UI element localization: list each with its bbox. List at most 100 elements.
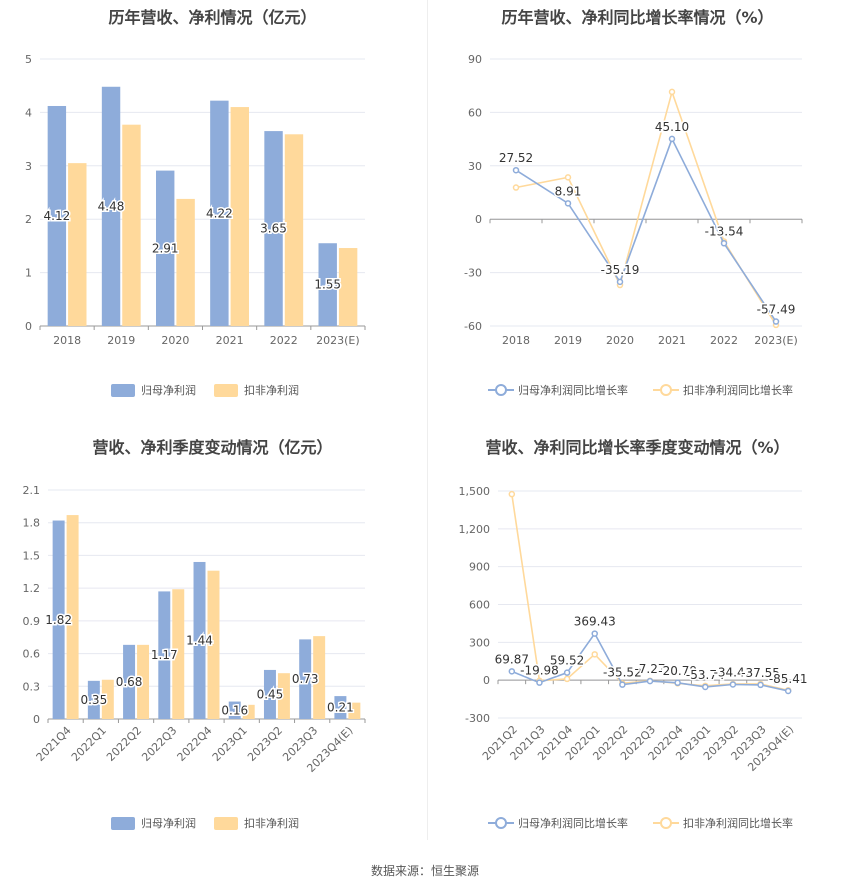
y-tick-label: 0.6 [23,648,41,661]
y-tick-label: 1.8 [23,517,41,530]
x-tick-label: 2023(E) [754,334,798,347]
x-tick-label: 2021 [658,334,686,347]
data-point [772,318,780,325]
data-label: 0.73 [292,672,319,686]
bar-deducted-profit [338,248,358,326]
y-tick-label: 2.1 [23,484,41,497]
chart-title: 营收、净利季度变动情况（亿元） [92,438,333,457]
y-tick-label: -30 [464,267,482,280]
chart-title: 历年营收、净利同比增长率情况（%） [501,8,774,27]
data-label: -20.79 [658,664,697,678]
legend-label: 扣非净利润 [244,816,299,830]
bar-deducted-profit [230,107,249,326]
chart-annual-profit: 0 1 2 3 4 5 2018 2019 2020 2021 2022 2023(E) 4.12 4.4… [25,53,366,397]
data-point [563,669,571,676]
x-tick-label: 2022 [710,334,738,347]
legend-swatch [111,384,135,397]
data-label: 0.16 [221,703,248,717]
y-tick-label: 0 [475,213,482,226]
y-tick-label: 1,200 [459,523,491,536]
x-tick-label: 2021Q4 [34,724,74,764]
chart-annual-growth: -60 -30 0 30 60 90 2018 2019 2020 2021 2022 2023(E)… [464,53,803,397]
legend-label: 归母净利润同比增长率 [518,816,628,830]
bar-net-profit [318,243,337,326]
chart-panel-quarterly-profit: 营收、净利季度变动情况（亿元） 0 0.3 0.6 0.9 1.2 1.5 1.8 2.1 20… [0,430,425,860]
data-point [784,687,792,695]
data-label: 27.52 [499,151,533,165]
data-point [564,200,572,207]
bar-deducted-profit [313,636,326,719]
bar-net-profit [47,105,67,326]
x-tick-label: 2023Q2 [245,724,285,764]
data-label: -37.55 [741,666,780,680]
data-point [512,166,520,174]
bar-deducted-profit [122,124,141,326]
data-point [720,240,728,247]
legend-swatch [111,817,135,830]
data-point [616,278,624,286]
data-label: 69.87 [495,652,529,666]
data-label: 1.55 [314,278,341,292]
data-label: 4.12 [44,209,71,223]
bar-deducted-profit [101,679,114,719]
y-tick-label: 0 [483,674,490,687]
data-point [508,668,516,675]
data-point [564,174,572,181]
y-tick-label: 300 [469,636,490,649]
bar-deducted-profit [284,134,304,326]
data-label: -35.19 [601,263,640,277]
chart-quarterly-growth: -30003006009001,2001,5002021Q22021Q32021… [459,485,810,830]
x-tick-label: 2022Q2 [104,724,144,764]
data-label: 4.22 [206,206,233,220]
bar-net-profit [158,591,171,719]
y-tick-label: 0 [33,713,40,726]
x-tick-label: 2018 [53,334,81,347]
bar-net-profit [264,131,283,326]
chart-panel-quarterly-growth: 营收、净利同比增长率季度变动情况（%） -300 0 300 600 900 1,200 1… [425,430,850,860]
y-tick-label: 1.2 [23,582,41,595]
x-tick-label: 2020 [161,334,189,347]
bar-net-profit [228,701,241,719]
legend-marker [495,384,507,396]
bar-net-profit [101,86,121,326]
data-label: -57.49 [757,303,796,317]
bar-deducted-profit [242,704,255,719]
y-tick-label: 1,500 [459,485,491,498]
y-tick-label: 5 [25,53,32,66]
bar-net-profit [263,669,276,719]
data-label: -34.42 [714,666,753,680]
legend-label: 扣非净利润同比增长率 [683,816,793,830]
data-label: -19.98 [520,664,559,678]
chart-title: 营收、净利同比增长率季度变动情况（%） [485,438,790,457]
data-label: 0.21 [327,701,354,715]
y-tick-label: 600 [469,599,490,612]
bar-net-profit [156,170,175,326]
data-point [668,135,676,143]
legend-label: 归母净利润同比增长率 [518,383,628,397]
y-tick-label: 0 [25,320,32,333]
data-point [729,681,737,688]
chart-panel-annual-profit: 历年营收、净利情况（亿元） 0 1 2 3 4 5 2018 2019 2020 2021 2022… [0,0,425,430]
data-label: 0.45 [257,687,284,701]
bar-deducted-profit [137,644,150,719]
chart-title: 历年营收、净利情况（亿元） [108,8,317,27]
y-tick-label: 1 [25,267,32,280]
data-label: 1.82 [45,613,72,627]
x-tick-label: 2022 [270,334,298,347]
legend-label: 归母净利润 [141,383,196,397]
bar-deducted-profit [176,198,195,326]
bar-deducted-profit [207,570,220,719]
data-label: -7.27 [634,662,665,676]
bar-net-profit [334,696,347,719]
data-label: 2.91 [152,241,179,255]
x-tick-label: 2023(E) [316,334,360,347]
data-point [512,184,520,191]
y-tick-label: -60 [464,320,482,333]
data-source: 数据来源：恒生聚源 [370,864,479,878]
y-tick-label: 900 [469,561,490,574]
y-tick-label: 2 [25,213,32,226]
data-label: 1.17 [151,648,178,662]
legend-marker [660,817,672,829]
bar-deducted-profit [348,702,361,719]
bar-net-profit [123,644,136,719]
